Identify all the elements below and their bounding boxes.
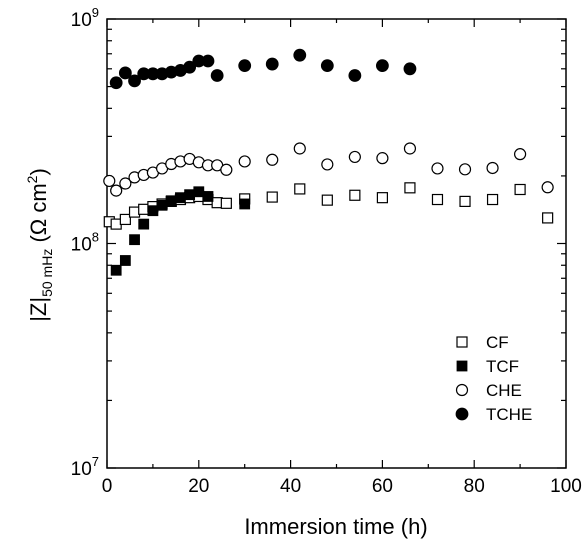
x-tick-label: 40 xyxy=(280,476,301,497)
x-tick-label: 0 xyxy=(102,476,113,497)
data-point-che xyxy=(110,184,123,197)
data-point-tcf xyxy=(193,186,205,198)
data-point-tche xyxy=(183,60,197,74)
data-point-tcf xyxy=(184,189,196,201)
x-axis-title: Immersion time (h) xyxy=(244,514,427,539)
data-point-cf xyxy=(431,193,444,206)
data-point-cf xyxy=(486,193,499,206)
data-marks xyxy=(103,48,554,276)
plot-frame xyxy=(106,18,567,469)
series-che xyxy=(103,142,554,197)
data-point-che xyxy=(348,150,361,164)
data-point-cf xyxy=(376,192,388,204)
data-point-che xyxy=(431,162,444,175)
data-point-che xyxy=(220,163,233,176)
x-tick-label: 100 xyxy=(550,476,582,497)
data-point-cf xyxy=(119,213,131,226)
legend-label-tche: TCHE xyxy=(486,405,532,424)
data-point-tche xyxy=(265,57,279,71)
data-point-tcf xyxy=(165,195,177,207)
y-tick-label-exponent: 7 xyxy=(92,454,99,469)
data-point-tcf xyxy=(147,205,159,217)
data-point-che xyxy=(321,158,334,171)
data-point-che xyxy=(376,152,389,165)
y-axis-title-main: |Z| xyxy=(26,297,51,322)
y-axis-title-unit-exponent: 2 xyxy=(24,175,40,183)
data-point-cf xyxy=(321,194,333,206)
data-point-cf xyxy=(138,203,150,215)
data-point-tche xyxy=(293,48,307,62)
data-point-cf xyxy=(404,182,416,194)
legend-label-cf: CF xyxy=(486,333,509,352)
data-point-cf xyxy=(128,206,141,218)
data-point-cf xyxy=(459,195,471,208)
data-point-cf xyxy=(514,183,526,196)
legend-label-che: CHE xyxy=(486,381,522,400)
y-tick-label-base: 10 xyxy=(71,235,92,256)
y-tick-label: 109 xyxy=(71,5,99,31)
data-point-che xyxy=(513,148,527,161)
data-point-tche xyxy=(403,62,417,76)
data-point-cf xyxy=(542,212,554,224)
axis-ticks xyxy=(106,18,567,469)
data-point-tche xyxy=(348,69,362,82)
data-point-che xyxy=(103,174,116,188)
y-tick-label-exponent: 9 xyxy=(92,5,99,20)
data-point-cf xyxy=(294,183,306,195)
data-point-che xyxy=(293,142,306,155)
series-tcf xyxy=(110,186,251,276)
data-point-che xyxy=(403,142,417,155)
data-point-tche xyxy=(109,76,123,90)
x-tick-label: 20 xyxy=(188,476,209,497)
y-tick-label-base: 10 xyxy=(71,10,92,31)
y-tick-label: 108 xyxy=(71,230,99,256)
data-point-tche xyxy=(375,59,389,73)
x-tick-label: 60 xyxy=(372,476,393,497)
data-point-tcf xyxy=(110,264,122,276)
y-axis-title-unit: (Ω cm xyxy=(26,183,51,248)
data-point-tche xyxy=(320,59,334,73)
data-point-tche xyxy=(238,59,252,73)
y-axis-title-unit-close: ) xyxy=(26,168,51,175)
x-tick-label: 80 xyxy=(464,476,485,497)
series-tche xyxy=(109,48,417,90)
y-axis-title: |Z|50 mHz (Ω cm2) xyxy=(24,168,55,322)
data-point-tcf xyxy=(156,199,168,211)
data-point-tche xyxy=(128,74,141,88)
data-point-cf xyxy=(349,189,361,201)
data-point-che xyxy=(541,181,554,194)
legend-marker-tche xyxy=(455,407,469,421)
data-point-che xyxy=(238,155,251,168)
data-point-tcf xyxy=(175,192,186,204)
data-point-che xyxy=(119,177,132,190)
y-tick-label: 107 xyxy=(71,454,99,480)
data-point-che xyxy=(266,153,279,166)
data-point-cf xyxy=(211,197,223,209)
legend-marker-tcf xyxy=(456,360,468,372)
data-point-tche xyxy=(210,69,224,82)
y-tick-label-base: 10 xyxy=(71,459,92,480)
legend-label-tcf: TCF xyxy=(486,357,519,376)
data-point-tche xyxy=(118,66,132,80)
data-point-che xyxy=(486,161,499,175)
data-point-tcf xyxy=(239,198,251,210)
y-axis-title-subscript: 50 mHz xyxy=(39,249,55,297)
data-point-tcf xyxy=(119,255,131,266)
data-point-che xyxy=(458,163,472,176)
data-point-tche xyxy=(201,54,215,68)
y-tick-label-exponent: 8 xyxy=(92,230,99,245)
data-point-tcf xyxy=(202,191,214,202)
data-point-tcf xyxy=(129,234,140,246)
data-point-cf xyxy=(110,218,122,230)
data-point-cf xyxy=(266,191,278,203)
data-point-cf xyxy=(220,197,232,209)
data-point-tcf xyxy=(138,218,150,230)
legend-marker-che xyxy=(455,383,469,397)
legend-marker-cf xyxy=(456,336,468,348)
legend: CF TCF CHE TCHE xyxy=(455,333,532,424)
